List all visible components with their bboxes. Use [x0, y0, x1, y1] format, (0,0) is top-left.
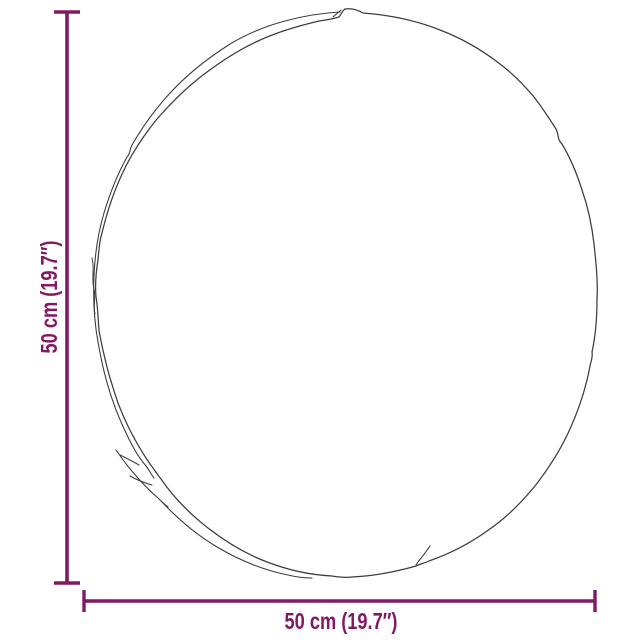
cushion-edge-wobble [91, 257, 96, 315]
tag-outer-edge [115, 449, 169, 508]
cushion-seam-line [93, 11, 341, 479]
tag-seam-bottom [129, 475, 153, 486]
width-dimension-label: 50 cm (19.7″) [285, 608, 398, 634]
width-dimension: 50 cm (19.7″) [82, 590, 597, 634]
cushion-top-notch [332, 9, 342, 18]
cushion-crease-detail [415, 545, 431, 566]
height-dimension-label: 50 cm (19.7″) [36, 241, 62, 354]
cushion-illustration [91, 8, 598, 579]
cushion-tag-detail [115, 449, 169, 508]
height-dimension: 50 cm (19.7″) [36, 10, 80, 585]
tag-seam-top [119, 454, 140, 466]
cushion-seam-lower [161, 501, 313, 579]
cushion-outline [94, 8, 598, 579]
